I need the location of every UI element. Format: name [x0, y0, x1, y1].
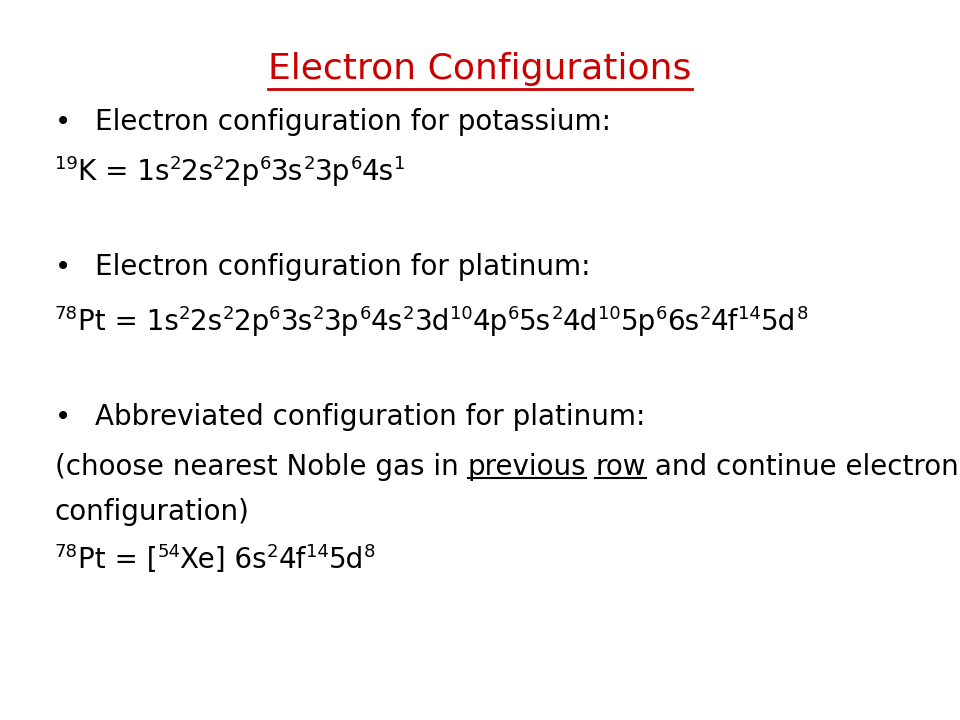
Text: 4d: 4d	[563, 308, 598, 336]
Text: Pt = [: Pt = [	[78, 546, 157, 574]
Text: 5d: 5d	[329, 546, 364, 574]
Text: 78: 78	[55, 543, 78, 561]
Text: and continue electron: and continue electron	[646, 453, 958, 481]
Text: 2s: 2s	[180, 158, 213, 186]
Text: Pt = 1s: Pt = 1s	[78, 308, 179, 336]
Text: •: •	[55, 253, 71, 281]
Text: •: •	[55, 108, 71, 136]
Text: 5d: 5d	[761, 308, 797, 336]
Text: 5p: 5p	[621, 308, 656, 336]
Text: 2: 2	[403, 305, 415, 323]
Text: Electron Configurations: Electron Configurations	[268, 52, 692, 86]
Text: 2: 2	[700, 305, 711, 323]
Text: 6: 6	[656, 305, 667, 323]
Text: 6: 6	[350, 155, 362, 173]
Text: 3s: 3s	[271, 158, 303, 186]
Text: configuration): configuration)	[55, 498, 250, 526]
Text: 3d: 3d	[415, 308, 450, 336]
Text: 1: 1	[394, 155, 405, 173]
Text: 10: 10	[450, 305, 472, 323]
Text: Abbreviated configuration for platinum:: Abbreviated configuration for platinum:	[95, 403, 645, 431]
Text: 2: 2	[303, 155, 315, 173]
Text: •: •	[55, 403, 71, 431]
Text: 2p: 2p	[225, 158, 260, 186]
Text: 14: 14	[306, 543, 329, 561]
Text: 5s: 5s	[519, 308, 551, 336]
Text: 6: 6	[508, 305, 519, 323]
Text: 2: 2	[267, 543, 278, 561]
Text: 4s: 4s	[371, 308, 403, 336]
Text: 2: 2	[313, 305, 324, 323]
Text: 4f: 4f	[711, 308, 738, 336]
Text: 3p: 3p	[315, 158, 350, 186]
Text: Electron configuration for platinum:: Electron configuration for platinum:	[95, 253, 590, 281]
Text: 78: 78	[55, 305, 78, 323]
Text: 2: 2	[551, 305, 563, 323]
Text: K = 1s: K = 1s	[78, 158, 169, 186]
Text: 6s: 6s	[667, 308, 700, 336]
Text: 4f: 4f	[278, 546, 306, 574]
Text: 2: 2	[223, 305, 234, 323]
Text: 8: 8	[364, 543, 375, 561]
Text: 2p: 2p	[234, 308, 269, 336]
Text: 54: 54	[157, 543, 180, 561]
Text: Xe] 6s: Xe] 6s	[180, 546, 267, 574]
Text: 4s: 4s	[362, 158, 394, 186]
Text: 3s: 3s	[280, 308, 313, 336]
Text: Electron configuration for potassium:: Electron configuration for potassium:	[95, 108, 611, 136]
Text: 14: 14	[738, 305, 761, 323]
Text: 2: 2	[179, 305, 190, 323]
Text: (choose nearest Noble gas in: (choose nearest Noble gas in	[55, 453, 468, 481]
Text: 4p: 4p	[472, 308, 508, 336]
Text: 8: 8	[797, 305, 808, 323]
Text: 2: 2	[169, 155, 180, 173]
Text: 10: 10	[598, 305, 621, 323]
Text: 2s: 2s	[190, 308, 223, 336]
Text: 19: 19	[55, 155, 78, 173]
Text: 6: 6	[269, 305, 280, 323]
Text: previous: previous	[468, 453, 587, 481]
Text: 2: 2	[213, 155, 225, 173]
Text: 6: 6	[360, 305, 371, 323]
Text: 6: 6	[260, 155, 271, 173]
Text: row: row	[595, 453, 646, 481]
Text: 3p: 3p	[324, 308, 360, 336]
